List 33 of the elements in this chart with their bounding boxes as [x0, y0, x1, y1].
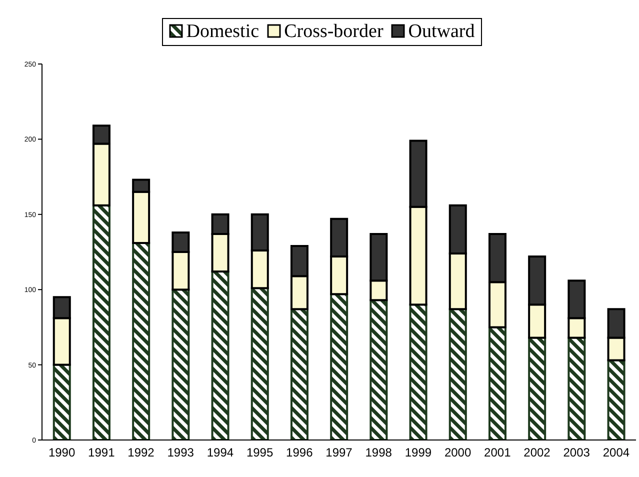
bar [250, 287, 269, 440]
x-tick-label: 1995 [246, 446, 274, 460]
x-tick-label: 2003 [563, 446, 590, 460]
bar [409, 304, 428, 440]
bar [132, 242, 150, 440]
x-tick-label: 1990 [48, 446, 76, 460]
x-tick-label: 2004 [602, 446, 630, 460]
x-tick-label: 1993 [167, 446, 194, 460]
x-tick-label: 1994 [206, 446, 234, 460]
bar [172, 288, 190, 440]
bar [448, 308, 467, 440]
bar [52, 364, 71, 440]
bar [528, 336, 546, 440]
bar [211, 270, 230, 440]
x-tick-label: 2002 [524, 446, 551, 460]
x-tick-label: 1999 [404, 446, 432, 460]
x-tick-label: 1997 [326, 446, 353, 460]
legend-label: Outward [407, 21, 475, 42]
legend-label: Cross-border [283, 21, 384, 42]
legend-label: Domestic [185, 21, 260, 42]
bar [568, 336, 586, 440]
x-tick-label: 1992 [128, 446, 155, 460]
bar [370, 299, 388, 440]
bar [607, 359, 626, 440]
x-tick-label: 2000 [444, 446, 472, 460]
x-tick-label: 1998 [365, 446, 392, 460]
x-tick-label: 1991 [88, 446, 116, 460]
bar [488, 326, 506, 440]
x-tick-label: 1996 [286, 446, 314, 460]
x-tick-label: 2001 [484, 446, 512, 460]
bar [290, 308, 308, 440]
bar [92, 204, 110, 440]
bar [330, 293, 348, 440]
